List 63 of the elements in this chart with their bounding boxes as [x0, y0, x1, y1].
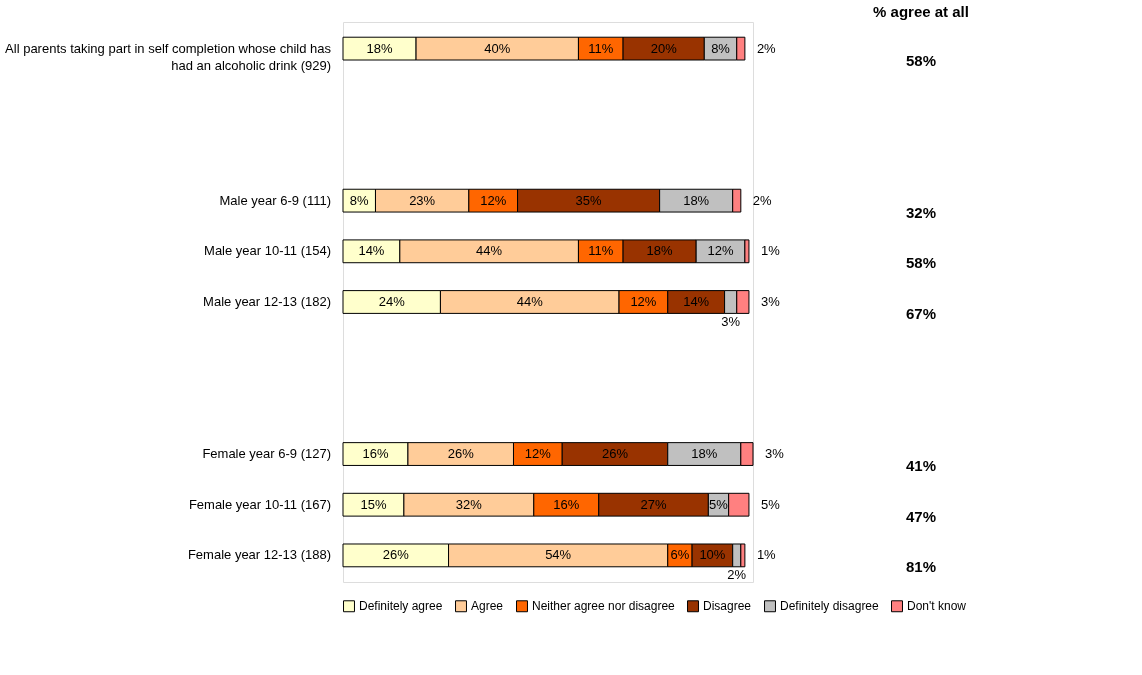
data-label: 35%	[575, 192, 603, 208]
legend-label: Don't know	[907, 599, 967, 614]
data-label: 54%	[545, 547, 572, 563]
y-tick-label: Female year 12-13 (188)	[187, 547, 331, 563]
data-label: 12%	[707, 243, 734, 259]
y-tick-label: Male year 12-13 (182)	[203, 294, 331, 309]
data-label: 5%	[709, 496, 729, 512]
data-label: 44%	[516, 294, 544, 309]
legend-label: Neither agree nor disagree	[532, 599, 676, 614]
legend-label: Disagree	[703, 599, 752, 614]
data-label: 3%	[721, 314, 741, 329]
text: 58%	[905, 254, 937, 272]
data-label: 16%	[362, 446, 389, 462]
data-label: 26%	[447, 446, 475, 462]
data-label: 18%	[691, 446, 718, 462]
data-label: 10%	[699, 547, 726, 563]
y-tick-label: All parents taking part in self completion whose child has had an alcoholic drink (929)	[5, 40, 332, 73]
data-label: 18%	[366, 40, 393, 56]
data-label: 12%	[524, 446, 552, 462]
text: 41%	[905, 457, 937, 475]
data-label: 1%	[760, 243, 781, 259]
data-label: 12%	[480, 192, 507, 208]
text: 47%	[905, 507, 937, 525]
data-label: 40%	[484, 40, 511, 56]
data-label: 24%	[378, 294, 406, 309]
y-tick-label: Male year 6-9 (111)	[219, 192, 331, 208]
y-tick-label: Male year 10-11 (154)	[204, 243, 331, 259]
y-tick-label: Female year 6-9 (127)	[202, 446, 331, 462]
y-tick-label: Female year 10-11 (167)	[188, 496, 331, 512]
data-label: 1%	[756, 547, 777, 563]
data-label: 3%	[760, 294, 781, 309]
data-label: 5%	[760, 496, 781, 512]
data-label: 44%	[476, 243, 503, 259]
data-label: 26%	[601, 446, 629, 462]
data-label: 11%	[588, 40, 614, 56]
data-label: 18%	[683, 192, 710, 208]
data-label: 16%	[553, 496, 580, 512]
legend-label: Definitely agree	[359, 599, 443, 614]
data-label: 11%	[588, 243, 614, 259]
data-label: 2%	[756, 40, 777, 56]
data-label: 12%	[630, 294, 657, 309]
data-label: 3%	[765, 446, 785, 462]
data-label: 2%	[727, 567, 747, 583]
data-label: 15%	[360, 496, 387, 512]
text: 67%	[905, 305, 937, 322]
text: % agree at all	[873, 3, 969, 20]
data-label: 23%	[409, 192, 436, 208]
data-label: 8%	[711, 40, 731, 56]
legend-label: Agree	[471, 599, 504, 614]
text: 32%	[905, 203, 937, 221]
legend-label: Definitely disagree	[780, 599, 880, 614]
data-label: 6%	[670, 547, 690, 563]
data-label: 2%	[752, 192, 773, 208]
data-label: 20%	[650, 40, 678, 56]
text: 81%	[905, 558, 937, 576]
text: 58%	[905, 51, 937, 69]
data-label: 14%	[358, 243, 385, 259]
data-label: 14%	[683, 294, 710, 309]
data-label: 8%	[349, 192, 370, 208]
data-label: 18%	[646, 243, 674, 259]
data-label: 32%	[455, 496, 483, 512]
data-label: 26%	[382, 547, 410, 563]
data-label: 27%	[640, 496, 667, 512]
